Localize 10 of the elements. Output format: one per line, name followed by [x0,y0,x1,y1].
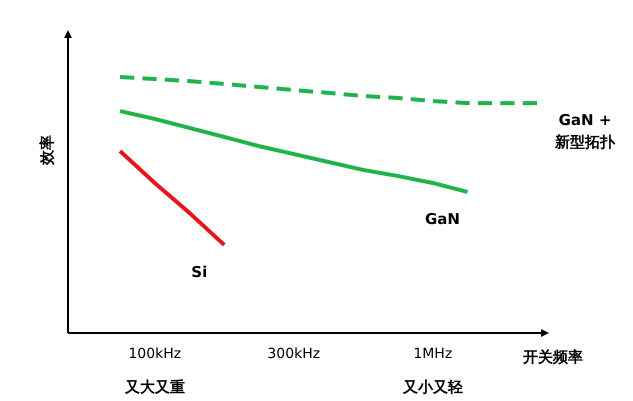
x-tick-label: 1MHz [413,346,452,362]
text: 又小又轻 [402,378,463,396]
series-label: Si [191,262,208,281]
x-tick-label: 300kHz [267,346,320,362]
y-axis-title: 效率 [38,135,56,166]
x-tick-label: 100kHz [128,346,182,362]
series-label: GaN + 新型拓扑 [554,111,616,152]
series-label: GaN [425,210,460,228]
x-axis-title: 开关频率 [522,348,583,366]
text: 又大又重 [124,378,185,396]
